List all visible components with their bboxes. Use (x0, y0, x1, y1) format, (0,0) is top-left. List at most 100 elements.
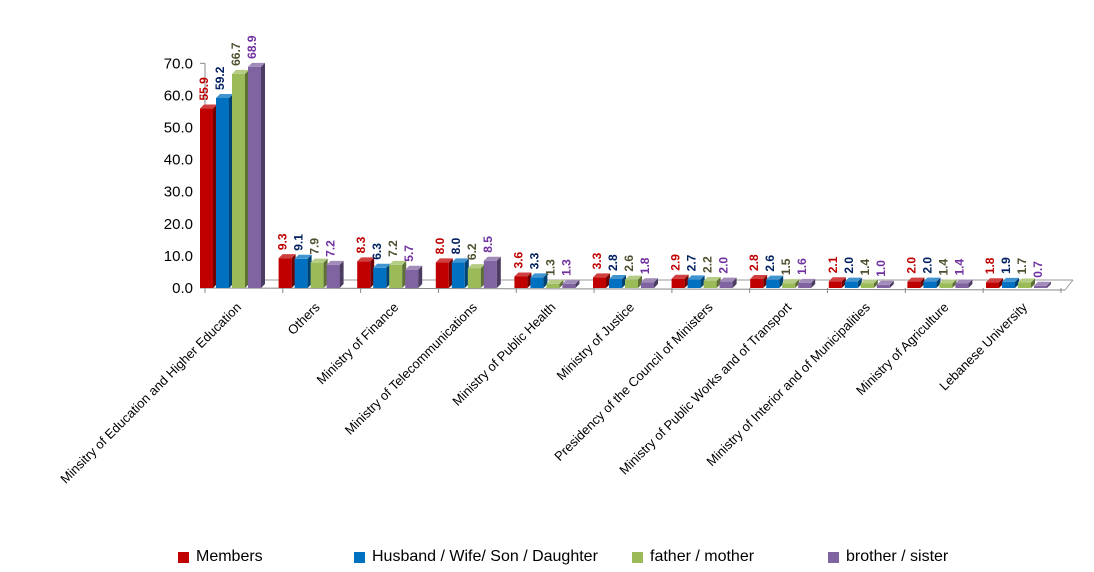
data-label: 8.0 (449, 237, 463, 254)
y-tick-label: 30.0 (164, 184, 193, 201)
data-label: 8.5 (481, 236, 495, 253)
data-label: 66.7 (229, 42, 243, 66)
bar (593, 273, 610, 288)
bar (766, 275, 784, 288)
data-label: 1.4 (936, 258, 950, 275)
y-tick-label: 60.0 (164, 87, 193, 104)
data-label: 1.6 (795, 258, 809, 275)
bar (703, 276, 721, 288)
legend-item: father / mother (632, 548, 754, 566)
x-tick-label: Minsitry of Education and Higher Educati… (57, 300, 244, 487)
bar (216, 93, 233, 288)
data-label: 3.3 (590, 252, 604, 269)
bar (641, 278, 658, 288)
data-label: 2.0 (717, 257, 731, 274)
bar (671, 274, 689, 288)
legend-label: brother / sister (846, 548, 949, 565)
data-label: 6.3 (370, 243, 384, 260)
data-label: 1.8 (638, 257, 652, 274)
data-label: 2.2 (701, 256, 715, 273)
data-label: 6.2 (465, 243, 479, 260)
legend-label: father / mother (650, 548, 755, 565)
bar (907, 277, 925, 288)
data-label: 1.5 (779, 258, 793, 275)
bar (200, 104, 217, 288)
x-tick-label: Others (285, 299, 324, 338)
bar (876, 280, 894, 288)
legend-label: Members (196, 548, 263, 565)
bar (939, 279, 957, 288)
x-tick-label: Ministry of Interior and of Municipaliti… (703, 299, 873, 469)
bar (373, 263, 391, 288)
y-tick-label: 40.0 (164, 152, 193, 169)
data-label: 68.9 (245, 35, 259, 59)
y-tick-label: 50.0 (164, 120, 193, 137)
bar (405, 265, 423, 288)
x-tick-label: Ministry of Telecommunications (342, 299, 481, 438)
bar (310, 258, 328, 288)
bar (687, 275, 705, 288)
data-label: 1.4 (952, 258, 966, 275)
bar (1018, 278, 1035, 288)
data-label: 55.9 (197, 77, 211, 101)
data-label: 7.2 (324, 240, 338, 257)
data-label: 9.3 (276, 233, 290, 250)
data-label: 1.3 (559, 259, 573, 276)
x-axis (204, 287, 1066, 291)
bar (278, 254, 296, 288)
bar (294, 254, 312, 288)
bar (232, 69, 249, 288)
data-label: 2.8 (747, 254, 761, 271)
bar (955, 279, 973, 288)
bar (719, 277, 737, 288)
data-label: 2.0 (920, 257, 934, 274)
data-label: 8.3 (354, 236, 368, 253)
bar (451, 258, 469, 288)
data-label: 1.7 (1015, 258, 1029, 275)
data-label: 59.2 (213, 66, 227, 90)
data-label: 7.9 (308, 238, 322, 255)
legend-swatch (828, 551, 839, 563)
bar (248, 62, 265, 289)
bar (782, 279, 800, 288)
legend-item: Husband / Wife/ Son / Daughter (354, 548, 598, 566)
x-tick-label: Lebanese University (936, 299, 1030, 393)
data-label: 0.7 (1031, 261, 1045, 278)
bar (1034, 281, 1051, 288)
legend-item: Members (178, 548, 263, 566)
data-label: 2.0 (842, 257, 856, 274)
x-tick-label: Presidency of the Council of Ministers (551, 299, 716, 464)
data-label: 2.6 (622, 255, 636, 272)
bar (828, 277, 846, 288)
y-tick-label: 20.0 (164, 216, 193, 233)
data-label: 1.3 (543, 259, 557, 276)
bar (467, 264, 485, 288)
bar (389, 260, 407, 288)
bar (844, 277, 862, 288)
bar (798, 278, 816, 288)
bar (435, 258, 453, 288)
y-tick-label: 0.0 (172, 280, 193, 297)
data-label: 3.3 (527, 252, 541, 269)
data-label: 1.0 (874, 260, 888, 277)
bar (860, 279, 878, 288)
bar (326, 260, 344, 288)
data-label: 9.1 (292, 234, 306, 251)
data-label: 2.7 (685, 254, 699, 271)
x-tick-label: Ministry of Justice (553, 300, 637, 384)
legend: Members Husband / Wife/ Son / Daughter fat… (0, 548, 1094, 570)
data-label: 1.4 (858, 258, 872, 275)
bar (923, 277, 941, 288)
data-label: 2.8 (606, 254, 620, 271)
legend-label: Husband / Wife/ Son / Daughter (372, 548, 598, 565)
bar (750, 275, 768, 288)
data-label: 5.7 (402, 245, 416, 262)
legend-item: brother / sister (828, 548, 948, 566)
legend-swatch (178, 551, 189, 563)
x-tick-label: Ministry of Public Works and of Transpor… (616, 299, 794, 477)
bar (609, 275, 626, 288)
bar (1002, 277, 1019, 288)
bar (514, 272, 532, 288)
bar (357, 257, 375, 288)
data-label: 3.6 (511, 251, 525, 268)
